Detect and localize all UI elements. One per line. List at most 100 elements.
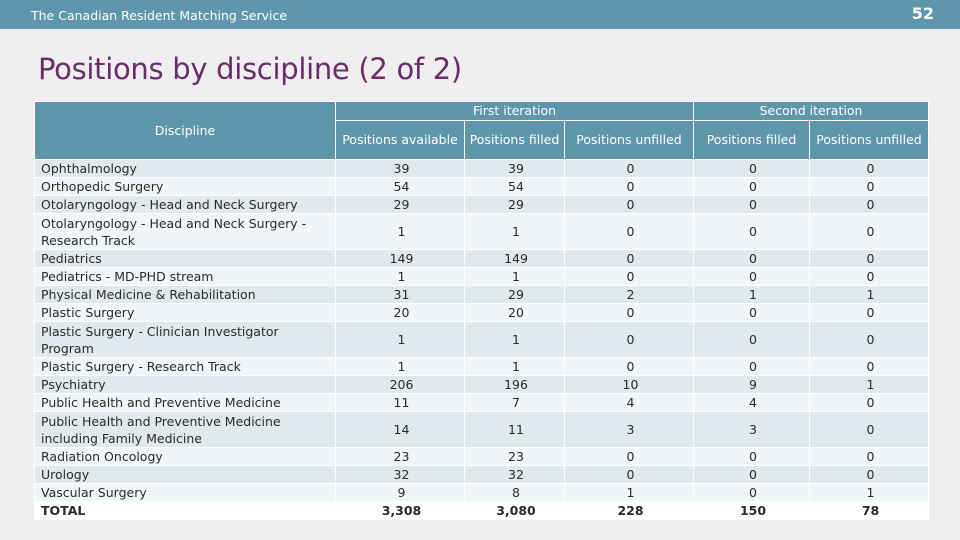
table-row: Vascular Surgery 9 8 1 0 1 — [34, 483, 930, 502]
cell-unfilled-2: 0 — [809, 321, 930, 358]
cell-unfilled-1: 0 — [563, 267, 695, 286]
cell-filled-2: 0 — [693, 249, 811, 268]
discipline-cell: Public Health and Preventive Medicine — [34, 393, 336, 412]
cell-unfilled-2: 0 — [809, 303, 930, 322]
total-row: TOTAL 3,308 3,080 228 150 78 — [34, 501, 930, 520]
cell-unfilled-1: 0 — [563, 249, 695, 268]
cell-filled-2: 0 — [693, 303, 811, 322]
cell-filled-2: 0 — [693, 195, 811, 214]
cell-filled-1: 29 — [464, 285, 565, 304]
cell-unfilled-1: 10 — [563, 375, 695, 394]
cell-available: 39 — [335, 159, 465, 178]
cell-unfilled-2: 0 — [809, 159, 930, 178]
cell-available: 149 — [335, 249, 465, 268]
table-row: Urology 32 32 0 0 0 — [34, 465, 930, 484]
table-row: Plastic Surgery - Clinician Investigator… — [34, 321, 930, 358]
cell-available: 1 — [335, 213, 465, 250]
cell-available: 29 — [335, 195, 465, 214]
organization-name: The Canadian Resident Matching Service — [31, 8, 288, 23]
cell-filled-1: 23 — [464, 447, 565, 466]
cell-available: 1 — [335, 357, 465, 376]
table-row: Otolaryngology - Head and Neck Surgery 29… — [34, 195, 930, 214]
table-row: Pediatrics 149 149 0 0 0 — [34, 249, 930, 268]
discipline-cell: Pediatrics - MD-PHD stream — [34, 267, 336, 286]
cell-filled-1: 54 — [464, 177, 565, 196]
cell-unfilled-2: 0 — [809, 195, 930, 214]
cell-filled-2: 4 — [693, 393, 811, 412]
cell-unfilled-2: 0 — [809, 177, 930, 196]
cell-unfilled-2: 1 — [809, 483, 930, 502]
table-row: Otolaryngology - Head and Neck Surgery -… — [34, 213, 930, 250]
cell-available: 11 — [335, 393, 465, 412]
col-header-filled-1: Positions filled — [464, 120, 565, 160]
cell-available: 1 — [335, 321, 465, 358]
top-banner: The Canadian Resident Matching Service 5… — [0, 0, 960, 29]
cell-filled-2: 0 — [693, 465, 811, 484]
discipline-cell: Otolaryngology - Head and Neck Surgery — [34, 195, 336, 214]
col-header-filled-2: Positions filled — [693, 120, 811, 160]
cell-filled-1: 196 — [464, 375, 565, 394]
cell-available: 31 — [335, 285, 465, 304]
cell-filled-1: 1 — [464, 357, 565, 376]
cell-available: 14 — [335, 411, 465, 448]
total-filled-2: 150 — [693, 501, 811, 520]
cell-filled-2: 0 — [693, 177, 811, 196]
cell-available: 23 — [335, 447, 465, 466]
cell-filled-2: 0 — [693, 159, 811, 178]
total-unfilled-1: 228 — [563, 501, 695, 520]
table-row: Ophthalmology 39 39 0 0 0 — [34, 159, 930, 178]
cell-filled-2: 3 — [693, 411, 811, 448]
cell-unfilled-1: 4 — [563, 393, 695, 412]
cell-unfilled-1: 0 — [563, 213, 695, 250]
cell-unfilled-1: 0 — [563, 159, 695, 178]
cell-unfilled-2: 0 — [809, 411, 930, 448]
cell-filled-1: 149 — [464, 249, 565, 268]
table-row: Physical Medicine & Rehabilitation 31 29 2 1… — [34, 285, 930, 304]
total-available: 3,308 — [335, 501, 465, 520]
discipline-cell: Vascular Surgery — [34, 483, 336, 502]
cell-filled-2: 0 — [693, 213, 811, 250]
discipline-cell: Plastic Surgery — [34, 303, 336, 322]
cell-unfilled-1: 0 — [563, 303, 695, 322]
cell-unfilled-1: 0 — [563, 447, 695, 466]
cell-filled-2: 0 — [693, 357, 811, 376]
cell-unfilled-2: 0 — [809, 393, 930, 412]
cell-available: 54 — [335, 177, 465, 196]
table-body: Ophthalmology 39 39 0 0 0 Orthopedic Surgery 54… — [34, 159, 930, 502]
cell-unfilled-2: 0 — [809, 357, 930, 376]
cell-unfilled-2: 0 — [809, 447, 930, 466]
slide-number: 52 — [911, 4, 934, 23]
discipline-cell: Pediatrics — [34, 249, 336, 268]
discipline-cell: Urology — [34, 465, 336, 484]
total-unfilled-2: 78 — [809, 501, 930, 520]
total-filled-1: 3,080 — [464, 501, 565, 520]
cell-unfilled-2: 0 — [809, 249, 930, 268]
cell-filled-1: 11 — [464, 411, 565, 448]
table-row: Plastic Surgery - Research Track 1 1 0 0 0 — [34, 357, 930, 376]
discipline-cell: Ophthalmology — [34, 159, 336, 178]
cell-filled-2: 1 — [693, 285, 811, 304]
cell-available: 206 — [335, 375, 465, 394]
second-iteration-header: Second iteration — [693, 101, 930, 121]
total-label: TOTAL — [34, 501, 336, 520]
cell-filled-2: 0 — [693, 447, 811, 466]
cell-available: 20 — [335, 303, 465, 322]
cell-unfilled-1: 0 — [563, 465, 695, 484]
cell-unfilled-1: 0 — [563, 321, 695, 358]
cell-filled-1: 1 — [464, 213, 565, 250]
table-row: Psychiatry 206 196 10 9 1 — [34, 375, 930, 394]
cell-filled-1: 29 — [464, 195, 565, 214]
positions-table: Discipline First iteration Second iterat… — [34, 101, 930, 520]
cell-unfilled-1: 0 — [563, 177, 695, 196]
cell-filled-1: 32 — [464, 465, 565, 484]
col-header-unfilled-1: Positions unfilled — [563, 120, 695, 160]
discipline-cell: Orthopedic Surgery — [34, 177, 336, 196]
cell-filled-2: 0 — [693, 321, 811, 358]
cell-filled-1: 1 — [464, 321, 565, 358]
discipline-cell: Physical Medicine & Rehabilitation — [34, 285, 336, 304]
cell-filled-1: 7 — [464, 393, 565, 412]
cell-unfilled-2: 1 — [809, 375, 930, 394]
discipline-cell: Plastic Surgery - Clinician Investigator… — [34, 321, 336, 358]
cell-filled-1: 1 — [464, 267, 565, 286]
slide-title: Positions by discipline (2 of 2) — [38, 52, 462, 86]
